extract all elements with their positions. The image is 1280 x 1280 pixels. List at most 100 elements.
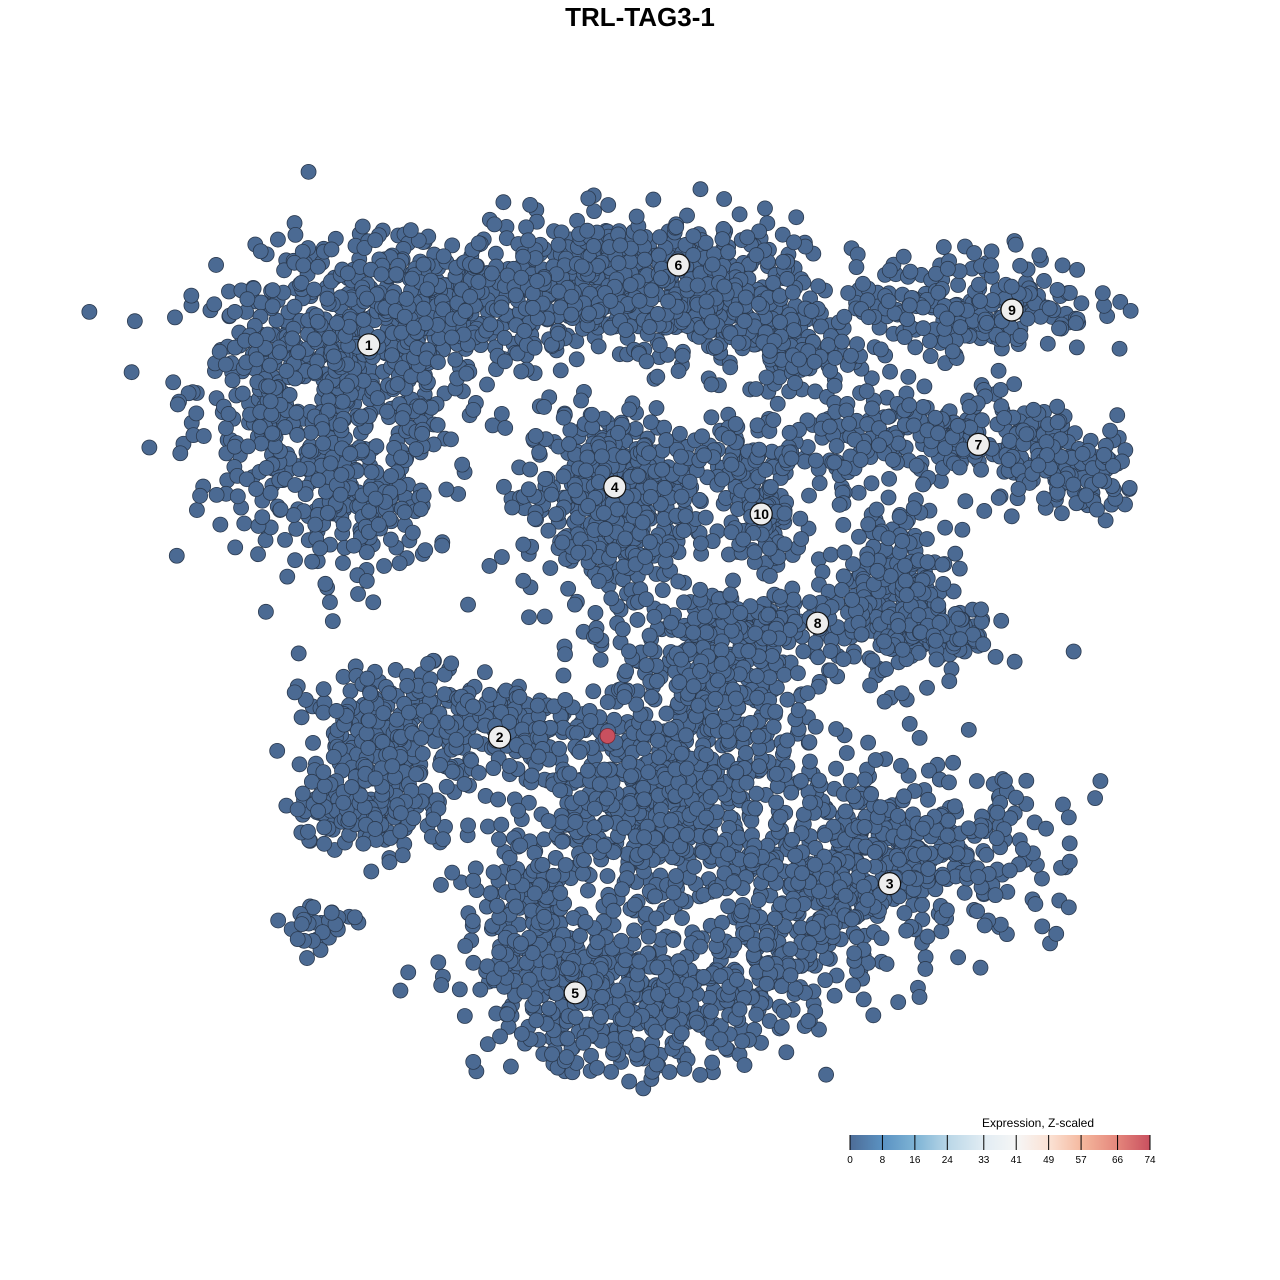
cell-point: [973, 601, 989, 618]
cell-point: [1061, 853, 1078, 870]
cell-point: [727, 416, 744, 432]
cell-point: [917, 961, 934, 977]
cell-point: [248, 351, 265, 368]
cell-point: [370, 516, 387, 533]
cell-point: [543, 486, 560, 503]
cell-point: [516, 323, 533, 339]
cell-point: [325, 748, 342, 765]
cell-point: [725, 572, 741, 589]
cell-point: [375, 705, 392, 722]
cell-point: [333, 466, 350, 483]
cell-point: [465, 401, 482, 418]
cell-point: [394, 847, 411, 864]
cell-point: [358, 573, 375, 589]
cell-point: [947, 545, 964, 562]
cell-point: [293, 709, 310, 726]
cell-point: [317, 575, 334, 592]
cell-point: [567, 482, 584, 499]
cell-point: [481, 686, 498, 703]
cell-point: [288, 520, 305, 537]
cell-point: [950, 949, 967, 966]
cell-point: [141, 439, 158, 456]
cell-point: [257, 603, 274, 620]
cell-point: [911, 729, 928, 746]
cell-point: [262, 357, 278, 374]
cell-point: [456, 1008, 473, 1024]
cell-point: [306, 331, 323, 348]
cell-point: [779, 271, 796, 287]
cell-point: [811, 475, 828, 492]
cell-point: [893, 757, 909, 774]
cell-point: [670, 363, 687, 379]
cell-point: [306, 364, 323, 381]
cell-point: [894, 533, 911, 549]
cell-point: [1065, 643, 1082, 660]
cell-point: [287, 226, 304, 243]
cell-point: [858, 383, 875, 400]
cell-point: [293, 275, 310, 291]
cell-point: [997, 773, 1013, 789]
cell-point: [603, 1063, 619, 1080]
cell-point: [597, 521, 614, 537]
cell-point: [367, 821, 384, 837]
cell-point: [284, 330, 301, 347]
cell-point: [310, 803, 326, 820]
cell-point: [323, 241, 340, 258]
cell-point: [851, 528, 867, 545]
cell-point: [768, 794, 785, 811]
cell-point: [826, 987, 843, 1004]
cell-point: [978, 846, 995, 863]
cell-point: [869, 562, 886, 579]
cell-point: [590, 338, 607, 355]
cell-point: [560, 580, 577, 597]
cell-point: [217, 356, 234, 373]
cell-point: [890, 994, 907, 1011]
cell-point: [322, 455, 339, 472]
cell-point: [730, 334, 747, 351]
cell-point: [412, 501, 429, 518]
cell-point: [1049, 398, 1066, 415]
cell-point: [289, 931, 306, 948]
cell-point: [855, 991, 872, 1008]
cell-point: [234, 385, 251, 402]
cell-point: [731, 206, 748, 223]
cell-point: [629, 612, 646, 628]
cell-point: [224, 372, 241, 389]
cell-point: [300, 823, 316, 840]
cell-point: [365, 594, 382, 611]
cell-point: [229, 488, 246, 505]
cell-point: [1121, 479, 1138, 496]
cell-point: [236, 515, 253, 532]
cell-point: [773, 1018, 790, 1035]
cell-point: [524, 300, 541, 316]
cell-point: [287, 552, 303, 569]
cell-point: [691, 492, 708, 508]
cell-point: [593, 448, 610, 465]
cell-point: [786, 234, 802, 251]
cell-point: [367, 490, 384, 507]
cell-point: [805, 920, 821, 936]
cell-point: [868, 501, 885, 518]
cell-point: [950, 277, 966, 293]
cell-point: [771, 287, 788, 304]
cell-point: [483, 265, 500, 282]
cell-point: [881, 262, 898, 279]
cell-point: [568, 351, 585, 368]
cell-point: [332, 486, 349, 503]
cell-point: [803, 303, 820, 319]
cell-point: [550, 325, 567, 342]
cell-point: [415, 300, 432, 317]
cell-point: [358, 544, 375, 561]
cell-point: [866, 844, 883, 860]
cell-point: [379, 403, 396, 420]
cell-point: [1018, 772, 1035, 789]
cell-point: [515, 536, 532, 553]
cell-point: [289, 801, 306, 818]
cell-point: [788, 209, 805, 226]
cell-point: [637, 549, 654, 565]
cell-point: [1061, 835, 1078, 852]
cell-point: [973, 461, 989, 478]
cell-point: [540, 522, 557, 539]
cell-point: [720, 244, 737, 261]
cell-point: [444, 329, 460, 346]
